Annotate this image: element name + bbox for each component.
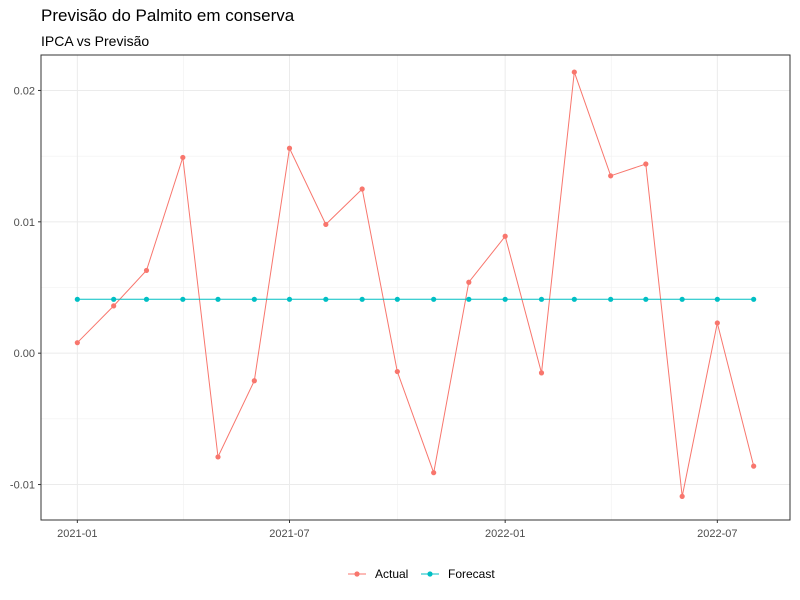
y-tick-label: 0.00 [14, 348, 35, 360]
actual-data-point [111, 303, 117, 309]
forecast-data-point [394, 296, 400, 302]
y-axis: -0.01 0.00 0.01 0.02 [10, 85, 41, 492]
chart-title: Previsão do Palmito em conserva [41, 6, 295, 25]
forecast-data-point [74, 296, 80, 302]
forecast-data-point [466, 296, 472, 302]
actual-data-point [714, 320, 720, 326]
actual-data-point [143, 267, 150, 274]
forecast-data-point [111, 296, 117, 302]
forecast-data-point [571, 296, 577, 302]
actual-data-point [608, 173, 614, 179]
forecast-data-point [751, 296, 757, 302]
actual-data-point [643, 161, 649, 167]
forecast-data-point [714, 296, 720, 302]
forecast-data-point [286, 296, 293, 302]
y-tick-label: 0.01 [14, 217, 35, 229]
actual-data-point [431, 470, 437, 476]
y-tick-label: 0.02 [14, 85, 35, 97]
actual-data-point [394, 368, 400, 375]
major-gridlines [41, 55, 790, 520]
legend: Actual Forecast [348, 567, 495, 581]
forecast-data-point [538, 296, 545, 302]
x-tick-label: 2022-01 [485, 528, 525, 540]
actual-data-point [466, 279, 472, 285]
actual-data-point [571, 69, 577, 75]
forecast-data-point [643, 296, 649, 302]
actual-data-point [359, 186, 365, 192]
forecast-legend-label: Forecast [448, 567, 495, 581]
actual-data-point [286, 145, 293, 151]
forecast-data-point [143, 296, 150, 302]
x-tick-label: 2021-01 [57, 528, 97, 540]
y-tick-label: -0.01 [10, 480, 35, 492]
forecast-data-point [251, 296, 257, 302]
x-tick-label: 2021-07 [269, 528, 309, 540]
actual-data-point [538, 370, 545, 376]
forecast-data-point [502, 296, 508, 302]
minor-gridlines [41, 55, 790, 520]
actual-data-point [251, 378, 257, 384]
x-axis: 2021-01 2021-07 2022-01 2022-07 [57, 520, 738, 540]
plot-panel-border [40, 54, 791, 521]
forecast-data-point [431, 296, 437, 302]
forecast-data-point [215, 296, 221, 302]
actual-data-point [751, 463, 757, 469]
actual-data-point [323, 221, 329, 228]
actual-data-point [215, 454, 221, 460]
chart-subtitle: IPCA vs Previsão [41, 33, 150, 49]
x-tick-label: 2022-07 [697, 528, 737, 540]
actual-series-line [76, 71, 755, 497]
forecast-data-point [180, 296, 186, 302]
forecast-data-point [359, 296, 365, 302]
actual-data-point [74, 340, 80, 346]
actual-data-point [679, 493, 685, 499]
actual-legend-point [354, 571, 360, 577]
actual-data-point [180, 154, 186, 161]
actual-legend-label: Actual [375, 567, 408, 581]
forecast-data-point [323, 296, 329, 302]
forecast-legend-point [427, 571, 433, 577]
forecast-data-point [679, 296, 685, 302]
forecast-data-point [608, 296, 614, 302]
actual-data-point [502, 233, 508, 239]
series-layer [74, 69, 757, 499]
